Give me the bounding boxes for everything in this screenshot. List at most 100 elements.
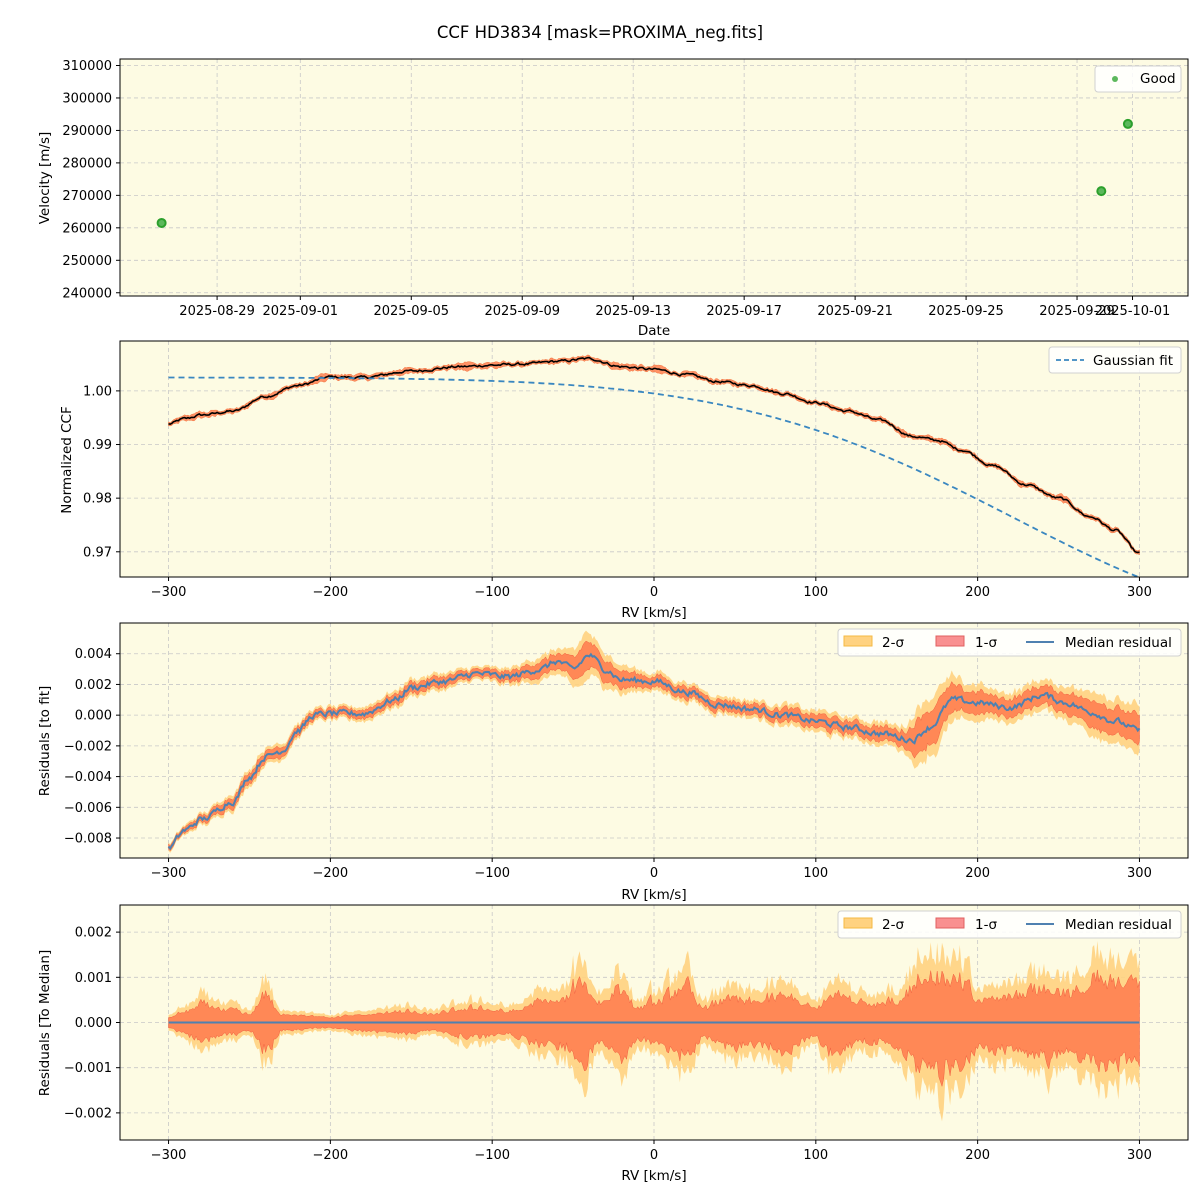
ccf-x-tick-label: −200 bbox=[313, 585, 349, 600]
residuals-median-panel: −300 −200 −100 0 100 200 300 −0.002 −0.001 0.000 0… bbox=[37, 904, 1189, 1184]
residuals-median-plot-area: −300 −200 −100 0 100 200 300 −0.002 −0.001 0.000 0… bbox=[64, 904, 1189, 1163]
residuals-median-legend-box bbox=[837, 910, 1182, 939]
residuals-median-1sigma-band bbox=[168, 969, 1140, 1088]
residuals_median-y-tick-label: −0.001 bbox=[64, 1061, 112, 1076]
velocity-point bbox=[1096, 186, 1107, 197]
velocity-x-tick-label: 2025-09-25 bbox=[928, 304, 1004, 319]
residuals_median-x-tick-label: −300 bbox=[151, 1148, 187, 1163]
ccf-panel: −300 −200 −100 0 100 200 300 0.97 0.98 0.99 1.00 R… bbox=[59, 340, 1189, 621]
ccf-grid bbox=[120, 341, 1188, 577]
residuals_fit-axes-frame: −300 −200 −100 0 100 200 300 −0.008 −0.006 −0.004… bbox=[64, 622, 1189, 881]
velocity-y-tick-label: 240000 bbox=[62, 286, 112, 301]
velocity-y-tick-label: 290000 bbox=[62, 124, 112, 139]
gaussian-fit-line bbox=[168, 376, 1140, 579]
residuals-fit-legend-1sigma-label: 1-σ bbox=[975, 635, 997, 651]
velocity-axes-face bbox=[120, 59, 1188, 296]
residuals_fit-x-tick-label: −300 bbox=[151, 866, 187, 881]
velocity-x-tick-label: 2025-09-13 bbox=[595, 304, 671, 319]
residuals_fit-series bbox=[167, 630, 1141, 853]
residuals-fit-legend-1sigma-swatch bbox=[935, 635, 965, 647]
residuals_median-series bbox=[168, 941, 1140, 1122]
velocity-x-tick-label: 2025-09-01 bbox=[263, 304, 339, 319]
residuals-median-legend-1sigma-label: 1-σ bbox=[975, 917, 997, 933]
residuals_median-y-tick-label: 0.001 bbox=[75, 971, 112, 986]
ccf-axes-frame: −300 −200 −100 0 100 200 300 0.97 0.98 0.99 1.00 bbox=[83, 340, 1189, 600]
ccf-x-tick-label: −300 bbox=[151, 585, 187, 600]
velocity-spines bbox=[119, 58, 1189, 297]
residuals_fit-x-tick-label: 300 bbox=[1127, 866, 1152, 881]
residuals-median-legend: 2-σ 1-σ Median residual bbox=[837, 910, 1182, 939]
residuals_median-x-tick-label: 300 bbox=[1127, 1148, 1152, 1163]
ccf-x-tick-label: 200 bbox=[965, 585, 990, 600]
velocity-y-tick-label: 270000 bbox=[62, 189, 112, 204]
residuals-fit-legend: 2-σ 1-σ Median residual bbox=[837, 628, 1182, 657]
residuals-median-legend-median-label: Median residual bbox=[1065, 917, 1172, 933]
residuals_median-y-tick-label: −0.002 bbox=[64, 1106, 112, 1121]
ccf-y-tick-label: 0.98 bbox=[83, 492, 112, 507]
velocity-y-tick-label: 250000 bbox=[62, 254, 112, 269]
velocity-x-tick-label: 2025-10-01 bbox=[1095, 304, 1171, 319]
velocity-series bbox=[156, 118, 1133, 228]
velocity-x-tick-label: 2025-09-05 bbox=[373, 304, 449, 319]
residuals_median-x-tick-label: 100 bbox=[803, 1148, 828, 1163]
residuals_median-x-tick-label: 0 bbox=[650, 1148, 658, 1163]
residuals_median-x-tick-label: −100 bbox=[474, 1148, 510, 1163]
residuals_median-axes-frame: −300 −200 −100 0 100 200 300 −0.002 −0.001 0.000 0… bbox=[64, 904, 1189, 1163]
residuals-fit-legend-2sigma-label: 2-σ bbox=[882, 635, 904, 651]
residuals-median-legend-2sigma-label: 2-σ bbox=[882, 917, 904, 933]
ccf-y-axis-label: Normalized CCF bbox=[59, 406, 75, 513]
velocity-axes-frame: 2025-08-29 2025-09-01 2025-09-05 2025-09-09… bbox=[62, 58, 1189, 319]
ccf-y-tick-label: 0.99 bbox=[83, 438, 112, 453]
ccf-series bbox=[168, 354, 1140, 579]
good-legend-marker bbox=[1112, 76, 1118, 82]
ccf-y-tick-label: 0.97 bbox=[83, 545, 112, 560]
residuals-fit-legend-median-label: Median residual bbox=[1065, 635, 1172, 651]
residuals_fit-y-tick-label: −0.002 bbox=[64, 739, 112, 754]
residuals-median-y-axis-label: Residuals [To Median] bbox=[37, 950, 53, 1096]
velocity-x-axis-label: Date bbox=[638, 323, 670, 339]
velocity-x-tick-label: 2025-09-21 bbox=[817, 304, 893, 319]
velocity-point bbox=[1122, 118, 1133, 129]
velocity-grid bbox=[120, 59, 1188, 296]
velocity-legend-box bbox=[1094, 65, 1182, 93]
residuals-fit-y-axis-label: Residuals [to fit] bbox=[37, 686, 53, 797]
ccf-x-tick-label: −100 bbox=[474, 585, 510, 600]
velocity-y-axis-label: Velocity [m/s] bbox=[37, 132, 53, 225]
velocity-panel: 2025-08-29 2025-09-01 2025-09-05 2025-09-09… bbox=[37, 58, 1189, 339]
residuals_median-y-tick-label: 0.002 bbox=[75, 926, 112, 941]
velocity-x-tick-label: 2025-09-17 bbox=[706, 304, 782, 319]
ccf-uncertainty-band bbox=[168, 354, 1140, 555]
velocity-y-tick-label: 300000 bbox=[62, 91, 112, 106]
residuals-fit-plot-area: −300 −200 −100 0 100 200 300 −0.008 −0.006 −0.004… bbox=[64, 622, 1189, 881]
residuals-median-x-axis-label: RV [km/s] bbox=[621, 1168, 686, 1184]
residuals_fit-x-tick-label: 200 bbox=[965, 866, 990, 881]
residuals_fit-y-tick-label: 0.004 bbox=[75, 647, 112, 662]
residuals_fit-x-tick-label: −100 bbox=[474, 866, 510, 881]
residuals-fit-legend-2sigma-swatch bbox=[843, 635, 873, 647]
velocity-point bbox=[156, 217, 167, 228]
residuals_fit-x-tick-label: 0 bbox=[650, 866, 658, 881]
residuals-fit-legend-box bbox=[837, 628, 1182, 657]
gaussian-fit-legend-label: Gaussian fit bbox=[1093, 353, 1173, 369]
velocity-y-tick-label: 280000 bbox=[62, 156, 112, 171]
residuals_median-x-tick-label: −200 bbox=[313, 1148, 349, 1163]
residuals_median-x-tick-label: 200 bbox=[965, 1148, 990, 1163]
figure-title: CCF HD3834 [mask=PROXIMA_neg.fits] bbox=[437, 23, 763, 43]
velocity-x-tick-label: 2025-09-09 bbox=[484, 304, 560, 319]
good-legend-label: Good bbox=[1140, 71, 1176, 87]
residuals_fit-y-tick-label: −0.006 bbox=[64, 801, 112, 816]
velocity-y-tick-label: 310000 bbox=[62, 59, 112, 74]
velocity-plot-area: 2025-08-29 2025-09-01 2025-09-05 2025-09-09… bbox=[62, 58, 1189, 319]
velocity-legend: Good bbox=[1094, 65, 1182, 93]
residuals-fit-x-axis-label: RV [km/s] bbox=[621, 887, 686, 903]
residuals_fit-y-tick-label: −0.004 bbox=[64, 770, 112, 785]
residuals_fit-x-tick-label: −200 bbox=[313, 866, 349, 881]
residuals_median-y-tick-label: 0.000 bbox=[75, 1016, 112, 1031]
velocity-x-tick-label: 2025-09-29 bbox=[1039, 304, 1115, 319]
residuals_fit-y-tick-label: 0.002 bbox=[75, 678, 112, 693]
residuals-median-legend-2sigma-swatch bbox=[843, 917, 873, 929]
ccf-legend: Gaussian fit bbox=[1048, 346, 1182, 374]
ccf-x-tick-label: 0 bbox=[650, 585, 658, 600]
velocity-x-tick-label: 2025-08-29 bbox=[179, 304, 255, 319]
ccf-plot-area: −300 −200 −100 0 100 200 300 0.97 0.98 0.99 1.00 bbox=[83, 340, 1189, 600]
